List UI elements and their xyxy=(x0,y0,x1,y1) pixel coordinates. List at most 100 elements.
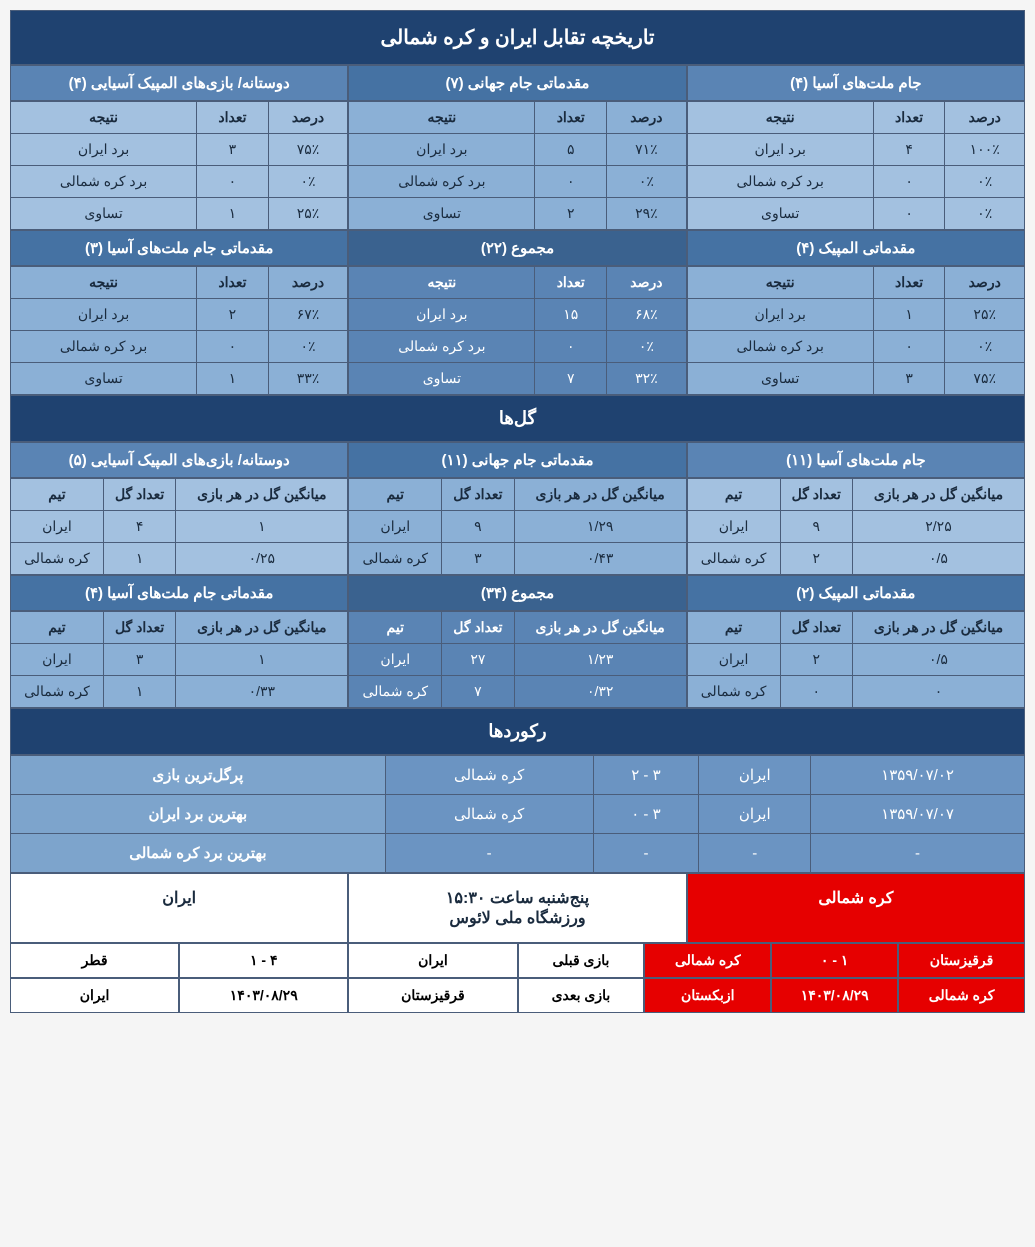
col-percent: درصد xyxy=(607,102,687,134)
record-team1: ایران xyxy=(699,756,811,795)
cell: ۰/۴۳ xyxy=(514,543,686,575)
stats-block-2: دوستانه/ بازی‌های المپیک آسیایی (۴) درصد… xyxy=(10,65,348,230)
stats-block-5: مقدماتی جام ملت‌های آسیا (۳) درصدتعدادنت… xyxy=(10,230,348,395)
cell: ایران xyxy=(349,644,442,676)
block-header: مقدماتی جام ملت‌های آسیا (۳) xyxy=(10,230,348,266)
col-avg: میانگین گل در هر بازی xyxy=(176,479,348,511)
cell: تساوی xyxy=(349,198,535,230)
record-row: ۱۳۵۹/۰۷/۰۷ ایران ۳ - ۰ کره شمالی بهترین … xyxy=(11,795,1025,834)
stats-block-1: مقدماتی جام جهانی (۷) درصدتعدادنتیجه ۷۱٪… xyxy=(348,65,686,230)
goals-block-5: مقدماتی جام ملت‌های آسیا (۴) میانگین گل … xyxy=(10,575,348,708)
cell: ۷ xyxy=(535,363,607,395)
cell: ۷ xyxy=(442,676,514,708)
col-avg: میانگین گل در هر بازی xyxy=(514,479,686,511)
cell: ۰/۳۲ xyxy=(514,676,686,708)
cell: برد ایران xyxy=(11,134,197,166)
prev-nk-score: ۱ - ۰ xyxy=(771,943,898,978)
match-stadium: ورزشگاه ملی لائوس xyxy=(355,908,679,928)
goals-block-0: جام ملت‌های آسیا (۱۱) میانگین گل در هر ب… xyxy=(687,442,1025,575)
stats-row-1: جام ملت‌های آسیا (۴) درصد تعدادنتیجه ۱۰۰٪… xyxy=(10,65,1025,230)
prev-ir-score: ۴ - ۱ xyxy=(179,943,348,978)
col-team: تیم xyxy=(11,479,104,511)
cell: ۰ xyxy=(873,166,945,198)
cell: برد ایران xyxy=(687,134,873,166)
cell: کره شمالی xyxy=(687,676,780,708)
goals-table: میانگین گل در هر بازیتعداد گلتیم ۱/۲۹۹ای… xyxy=(348,478,686,575)
cell: ۳ xyxy=(197,134,269,166)
col-result: نتیجه xyxy=(687,267,873,299)
cell: ۰ xyxy=(535,331,607,363)
record-date: - xyxy=(811,834,1025,873)
col-count: تعداد xyxy=(535,267,607,299)
cell: برد کره شمالی xyxy=(349,331,535,363)
stats-table: درصدتعدادنتیجه ۲۵٪۱برد ایران ۰٪۰برد کره … xyxy=(687,266,1025,395)
match-team-nk: کره شمالی xyxy=(687,873,1025,943)
page-title: تاریخچه تقابل ایران و کره شمالی xyxy=(10,10,1025,65)
cell: ۰ xyxy=(197,166,269,198)
col-avg: میانگین گل در هر بازی xyxy=(852,479,1024,511)
record-score: ۳ - ۲ xyxy=(593,756,699,795)
record-score: - xyxy=(593,834,699,873)
col-team: تیم xyxy=(687,612,780,644)
cell: ۰٪ xyxy=(607,166,687,198)
block-header: مجموع (۳۴) xyxy=(348,575,686,611)
cell: کره شمالی xyxy=(349,676,442,708)
col-result: نتیجه xyxy=(11,267,197,299)
cell: برد کره شمالی xyxy=(687,331,873,363)
cell: ۱۵ xyxy=(535,299,607,331)
col-count: تعداد xyxy=(873,267,945,299)
goals-block-1: مقدماتی جام جهانی (۱۱) میانگین گل در هر … xyxy=(348,442,686,575)
block-header: جام ملت‌های آسیا (۱۱) xyxy=(687,442,1025,478)
cell: ۲ xyxy=(535,198,607,230)
col-result: نتیجه xyxy=(349,267,535,299)
cell: برد ایران xyxy=(349,134,535,166)
record-row: - - - - بهترین برد کره شمالی xyxy=(11,834,1025,873)
col-count: تعداد xyxy=(197,102,269,134)
records-title: رکوردها xyxy=(10,708,1025,755)
cell: ۳ xyxy=(442,543,514,575)
record-team1: ایران xyxy=(699,795,811,834)
cell: برد ایران xyxy=(349,299,535,331)
col-avg: میانگین گل در هر بازی xyxy=(176,612,348,644)
next-ir-team-a: قرقیزستان xyxy=(348,978,517,1013)
cell: ۱۰۰٪ xyxy=(945,134,1025,166)
block-header: دوستانه/ بازی‌های المپیک آسیایی (۵) xyxy=(10,442,348,478)
col-percent: درصد xyxy=(268,267,348,299)
match-datetime: پنج‌شنبه ساعت ۱۵:۳۰ xyxy=(355,888,679,908)
cell: ۹ xyxy=(442,511,514,543)
cell: ۳۳٪ xyxy=(268,363,348,395)
cell: ۰/۲۵ xyxy=(176,543,348,575)
cell: ۱ xyxy=(103,543,175,575)
block-header: جام ملت‌های آسیا (۴) xyxy=(687,65,1025,101)
stats-block-0: جام ملت‌های آسیا (۴) درصدتعدادنتیجه ۱۰۰٪… xyxy=(687,65,1025,230)
cell: ۶۸٪ xyxy=(607,299,687,331)
record-label: بهترین برد کره شمالی xyxy=(11,834,386,873)
cell: ۰/۵ xyxy=(852,644,1024,676)
col-goals: تعداد گل xyxy=(442,479,514,511)
prev-ir-team-b: قطر xyxy=(10,943,179,978)
cell: ۱/۲۹ xyxy=(514,511,686,543)
block-header: مقدماتی المپیک (۴) xyxy=(687,230,1025,266)
block-header: دوستانه/ بازی‌های المپیک آسیایی (۴) xyxy=(10,65,348,101)
cell: ۰٪ xyxy=(945,331,1025,363)
cell: برد کره شمالی xyxy=(11,331,197,363)
block-header: مقدماتی جام ملت‌های آسیا (۴) xyxy=(10,575,348,611)
col-goals: تعداد گل xyxy=(780,612,852,644)
cell: ۱ xyxy=(103,676,175,708)
stats-table: درصدتعدادنتیجه ۶۷٪۲برد ایران ۰٪۰برد کره … xyxy=(10,266,348,395)
cell: تساوی xyxy=(11,198,197,230)
col-team: تیم xyxy=(687,479,780,511)
cell: ۰ xyxy=(197,331,269,363)
match-venue: پنج‌شنبه ساعت ۱۵:۳۰ ورزشگاه ملی لائوس xyxy=(348,873,686,943)
prev-nk-team-a: قرقیزستان xyxy=(898,943,1025,978)
cell: ۶۷٪ xyxy=(268,299,348,331)
cell: ۴ xyxy=(103,511,175,543)
cell: کره شمالی xyxy=(11,676,104,708)
main-container: تاریخچه تقابل ایران و کره شمالی جام ملت‌… xyxy=(10,10,1025,1013)
goals-row-2: مقدماتی المپیک (۲) میانگین گل در هر بازی… xyxy=(10,575,1025,708)
col-result: نتیجه xyxy=(11,102,197,134)
goals-table: میانگین گل در هر بازیتعداد گلتیم ۰/۵۲ایر… xyxy=(687,611,1025,708)
cell: ۰ xyxy=(852,676,1024,708)
cell: ۲۵٪ xyxy=(945,299,1025,331)
cell: ۰/۵ xyxy=(852,543,1024,575)
